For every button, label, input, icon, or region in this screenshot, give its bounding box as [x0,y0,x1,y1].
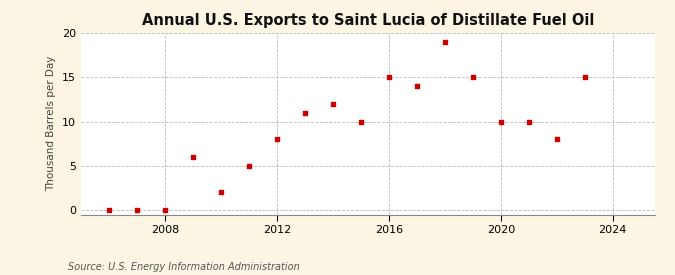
Point [356,119,367,124]
Point [215,190,226,195]
Point [327,102,338,106]
Title: Annual U.S. Exports to Saint Lucia of Distillate Fuel Oil: Annual U.S. Exports to Saint Lucia of Di… [142,13,594,28]
Text: Source: U.S. Energy Information Administration: Source: U.S. Energy Information Administ… [68,262,299,271]
Y-axis label: Thousand Barrels per Day: Thousand Barrels per Day [47,56,57,191]
Point [523,119,534,124]
Point [439,40,450,44]
Point [103,208,114,212]
Point [467,75,478,79]
Point [412,84,423,88]
Point [300,111,310,115]
Point [579,75,590,79]
Point [551,137,562,141]
Point [188,155,198,159]
Point [495,119,506,124]
Point [244,164,254,168]
Point [383,75,394,79]
Point [159,208,170,212]
Point [271,137,282,141]
Point [132,208,142,212]
